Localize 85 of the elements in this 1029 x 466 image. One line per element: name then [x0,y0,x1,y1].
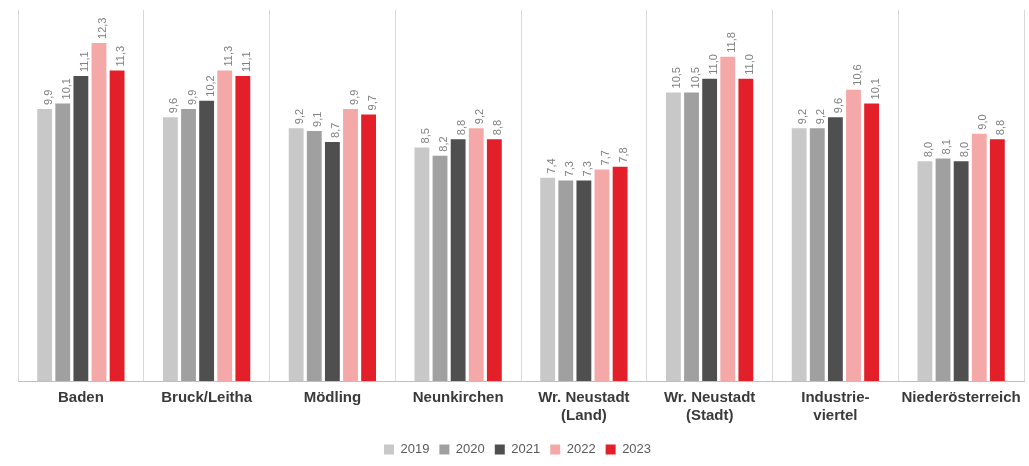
bar [361,114,377,381]
data-label: 9,6 [832,97,845,114]
data-label: 11,3 [114,45,127,67]
x-tick-label: Wr. Neustadt (Land) [538,388,630,424]
x-tick-label: Wr. Neustadt (Stadt) [663,388,756,424]
bar [235,75,251,381]
bar [935,158,951,381]
data-label: 8,2 [437,136,450,152]
data-label: 7,8 [617,147,630,163]
legend-label: 2019 [400,441,430,457]
bar [612,166,628,381]
x-tick-label: Mödling [303,388,362,406]
legend-label: 2021 [511,441,541,457]
data-label: 9,9 [347,89,360,105]
bar [73,75,89,381]
bar [199,100,215,381]
data-label: 8,7 [329,122,342,138]
bar [432,155,448,381]
bar [576,180,592,381]
data-label: 10,6 [850,64,863,86]
data-label: 8,1 [940,139,953,155]
data-label: 12,3 [96,17,109,39]
data-label: 11,1 [239,51,252,72]
data-label: 11,8 [724,32,737,53]
bar [217,70,233,381]
bar [864,103,880,381]
bar [468,128,484,381]
data-label: 7,4 [544,158,557,174]
bar [324,141,340,381]
bar [306,130,322,381]
data-label: 9,2 [796,108,809,125]
bar [989,139,1005,381]
data-label: 8,0 [921,141,934,158]
data-label: 10,1 [868,78,881,100]
bar [91,42,107,381]
bar [558,180,574,381]
data-label: 10,5 [688,67,701,89]
bar [971,133,987,381]
data-label: 9,9 [185,89,198,105]
x-tick-label: Industrie- viertel [801,388,870,424]
data-label: 10,5 [670,67,683,89]
data-label: 9,7 [365,95,378,111]
data-label: 9,2 [473,108,486,125]
data-label: 8,8 [994,119,1007,136]
bar [486,139,502,381]
bar [720,56,736,381]
data-label: 11,0 [742,54,755,75]
data-label: 8,5 [418,128,431,144]
bar [109,70,125,381]
bar [846,89,861,381]
data-label: 8,0 [958,141,971,158]
bar [450,139,466,381]
bar [594,169,610,381]
data-label: 9,0 [976,114,989,130]
bar [702,78,718,381]
bar [827,117,843,381]
data-label: 10,1 [59,78,72,100]
data-label: 9,2 [814,108,827,125]
data-label: 7,3 [580,161,593,177]
bar [684,92,699,381]
x-tick-label: Niederösterreich [901,388,1021,406]
data-label: 11,1 [77,51,90,72]
data-label: 11,3 [221,45,234,67]
bar [181,108,196,381]
x-tick-label: Neunkirchen [412,388,504,406]
data-label: 10,2 [203,75,216,97]
legend-label: 2022 [566,441,596,457]
bar [953,161,969,381]
bar [343,108,358,381]
bar [55,103,71,381]
legend-label: 2020 [455,441,485,457]
x-tick-label: Baden [57,388,104,406]
bar [738,78,754,381]
data-label: 9,2 [293,108,306,125]
data-label: 8,8 [455,119,468,136]
x-tick-label: Bruck/Leitha [161,388,253,406]
data-label: 9,6 [167,97,180,114]
legend-label: 2023 [622,441,652,457]
data-label: 11,0 [706,54,719,75]
bar [809,128,825,381]
data-label: 9,9 [41,89,54,105]
data-label: 9,1 [311,111,324,127]
data-label: 7,7 [599,150,612,166]
data-label: 7,3 [562,161,575,177]
data-label: 8,8 [491,119,504,136]
